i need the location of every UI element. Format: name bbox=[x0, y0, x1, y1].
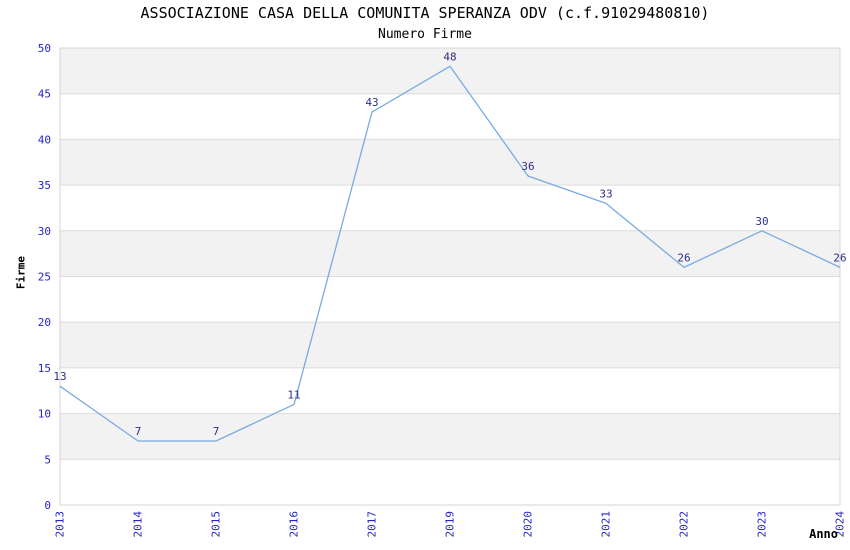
x-tick-label: 2022 bbox=[678, 511, 691, 538]
data-label: 7 bbox=[135, 425, 142, 438]
y-tick-label: 10 bbox=[38, 408, 51, 421]
chart-title: ASSOCIAZIONE CASA DELLA COMUNITA SPERANZ… bbox=[140, 4, 710, 22]
plot-band bbox=[60, 413, 840, 460]
y-tick-label: 0 bbox=[44, 499, 51, 512]
x-tick-label: 2015 bbox=[210, 511, 223, 538]
data-label: 26 bbox=[833, 251, 846, 264]
x-tick-label: 2021 bbox=[600, 511, 613, 538]
data-label: 13 bbox=[53, 370, 66, 383]
x-tick-label: 2013 bbox=[54, 511, 67, 538]
data-label: 43 bbox=[365, 96, 378, 109]
y-tick-label: 45 bbox=[38, 88, 51, 101]
x-tick-label: 2017 bbox=[366, 511, 379, 538]
data-label: 48 bbox=[443, 50, 456, 63]
x-tick-label: 2019 bbox=[444, 511, 457, 538]
x-tick-label: 2016 bbox=[288, 511, 301, 538]
data-label: 7 bbox=[213, 425, 220, 438]
plot-border bbox=[59, 47, 841, 506]
data-label: 33 bbox=[599, 187, 612, 200]
y-tick-label: 35 bbox=[38, 179, 51, 192]
series-line bbox=[59, 65, 841, 442]
y-tick-label: 25 bbox=[38, 271, 51, 284]
data-label: 30 bbox=[755, 215, 768, 228]
y-tick-label: 20 bbox=[38, 316, 51, 329]
plot-band bbox=[60, 322, 840, 368]
y-tick-label: 40 bbox=[38, 133, 51, 146]
x-tick-label: 2020 bbox=[522, 511, 535, 538]
data-label: 26 bbox=[677, 251, 690, 264]
plot-band bbox=[60, 48, 840, 94]
x-tick-label: 2023 bbox=[756, 511, 769, 538]
plot-band bbox=[60, 230, 840, 277]
x-tick-label: 2014 bbox=[132, 511, 145, 538]
plot-band bbox=[60, 139, 840, 186]
x-axis-title: Anno bbox=[809, 527, 838, 541]
data-label: 11 bbox=[287, 388, 300, 401]
y-tick-label: 5 bbox=[44, 453, 51, 466]
y-tick-label: 15 bbox=[38, 362, 51, 375]
chart-subtitle: Numero Firme bbox=[378, 27, 472, 42]
y-tick-label: 50 bbox=[38, 42, 51, 55]
y-tick-label: 30 bbox=[38, 225, 51, 238]
data-label: 36 bbox=[521, 160, 534, 173]
x-tick-label: 2024 bbox=[834, 511, 847, 538]
